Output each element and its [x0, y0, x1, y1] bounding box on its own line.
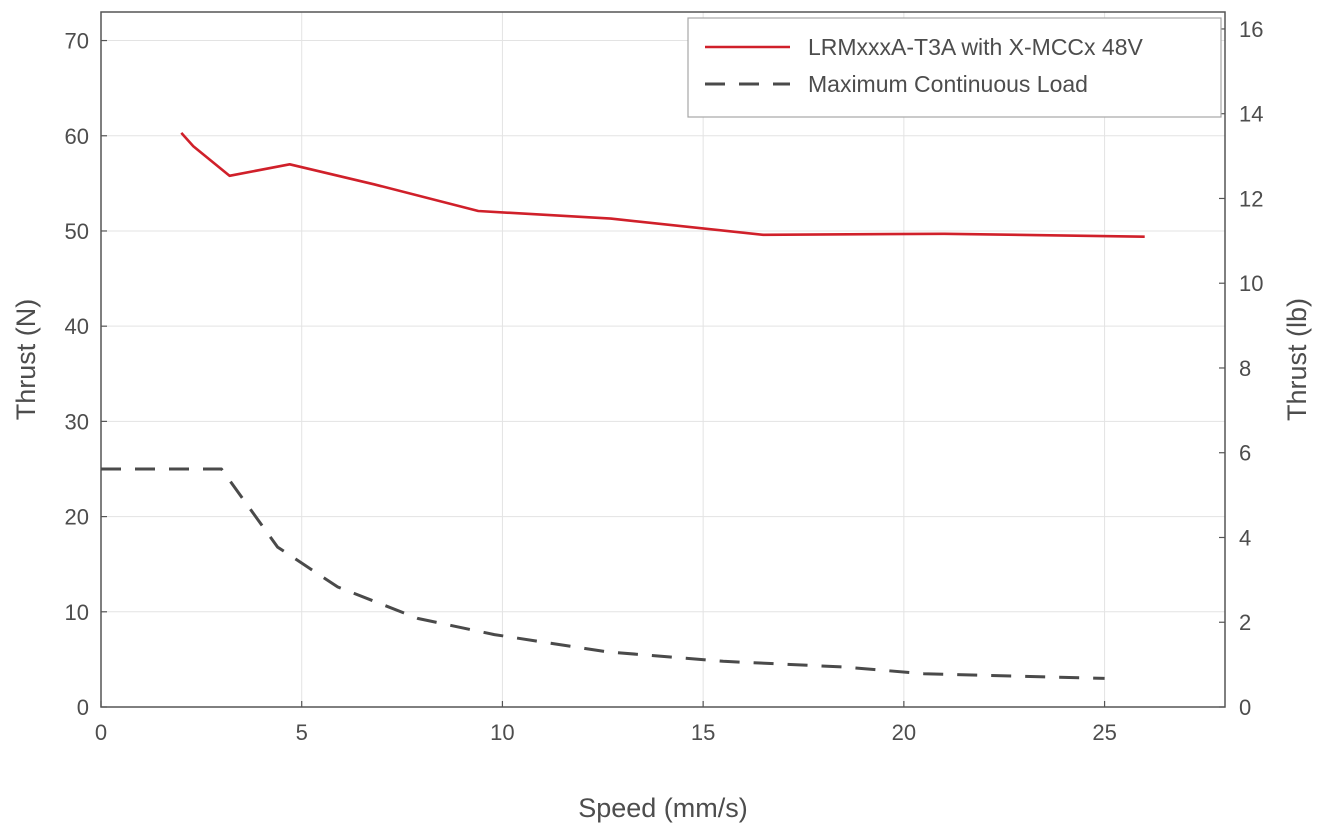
y-tick-label: 20 [65, 505, 89, 530]
y-axis-right-title: Thrust (lb) [1282, 298, 1312, 421]
legend: LRMxxxA-T3A with X-MCCx 48V Maximum Cont… [687, 17, 1222, 118]
y-tick-label: 50 [65, 219, 89, 244]
plot-frame [100, 11, 1226, 708]
y-tick-label: 70 [65, 29, 89, 54]
legend-box [687, 17, 1222, 118]
y-right-tick-label: 16 [1239, 17, 1263, 42]
series-lines [101, 132, 1145, 680]
x-tick-label: 25 [1092, 720, 1116, 745]
series-line-2 [101, 467, 1105, 680]
legend-label-series-2: Maximum Continuous Load [808, 71, 1088, 97]
y-tick-label: 30 [65, 409, 89, 434]
y-axis-right-ticks: 0 2 4 6 8 10 12 14 16 [1219, 17, 1263, 720]
y-tick-label: 0 [77, 695, 89, 720]
x-tick-label: 10 [490, 720, 514, 745]
y-right-tick-label: 12 [1239, 186, 1263, 211]
legend-label-series-1: LRMxxxA-T3A with X-MCCx 48V [808, 34, 1144, 60]
y-right-tick-label: 8 [1239, 356, 1251, 381]
y-tick-label: 40 [65, 314, 89, 339]
x-tick-label: 15 [691, 720, 715, 745]
y-right-tick-label: 0 [1239, 695, 1251, 720]
y-tick-label: 10 [65, 600, 89, 625]
y-right-tick-label: 6 [1239, 441, 1251, 466]
x-tick-label: 0 [95, 720, 107, 745]
y-tick-label: 60 [65, 124, 89, 149]
y-right-tick-label: 10 [1239, 271, 1263, 296]
x-tick-label: 5 [296, 720, 308, 745]
y-axis-left-title: Thrust (N) [11, 299, 41, 421]
y-right-tick-label: 2 [1239, 610, 1251, 635]
x-axis-title: Speed (mm/s) [578, 793, 748, 823]
y-axis-left-ticks: 0 10 20 30 40 50 60 70 [65, 29, 107, 720]
x-tick-label: 20 [892, 720, 916, 745]
y-right-tick-label: 4 [1239, 525, 1251, 550]
series-line-1 [180, 132, 1145, 238]
x-axis-ticks: 0 5 10 15 20 25 [95, 701, 1117, 745]
y-right-tick-label: 14 [1239, 102, 1263, 127]
